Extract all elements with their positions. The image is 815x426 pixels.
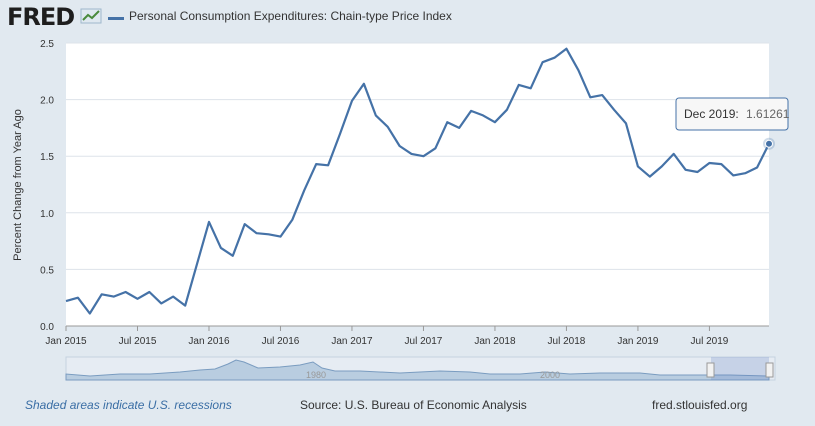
tooltip-value: 1.61261	[746, 107, 790, 121]
recession-note[interactable]: Shaded areas indicate U.S. recessions	[25, 398, 232, 412]
legend-series-label[interactable]: Personal Consumption Expenditures: Chain…	[129, 9, 452, 23]
y-tick-label: 2.0	[40, 96, 54, 107]
navigator-left-handle[interactable]	[706, 362, 715, 378]
gridlines	[66, 42, 769, 327]
y-tick-label: 1.0	[40, 209, 54, 220]
y-tick-label: 0.5	[40, 265, 54, 276]
navigator-label-1980: 1980	[306, 370, 326, 380]
y-tick-label: 1.5	[40, 152, 54, 163]
range-navigator[interactable]: 1980 2000	[65, 356, 776, 381]
plot-background	[66, 43, 769, 326]
svg-text:Dec 2019: 1.61261: Dec 2019: 1.61261	[684, 107, 790, 121]
x-tick-label: Jan 2016	[188, 336, 230, 347]
x-tick-label: Jul 2019	[691, 336, 729, 347]
navigator-selected-range[interactable]	[711, 357, 769, 380]
tooltip-box	[675, 97, 789, 131]
x-tick-label: Jan 2019	[617, 336, 659, 347]
x-tick-label: Jan 2015	[45, 336, 87, 347]
y-axis-ticks: 0.0 0.5 1.0 1.5 2.0 2.5	[40, 39, 54, 333]
x-axis-ticks: Jan 2015 Jul 2015 Jan 2016 Jul 2016 Jan 2017…	[45, 326, 729, 347]
chart-header: FRED Personal Consumption Expenditures: …	[0, 0, 815, 36]
x-tick-label: Jan 2018	[474, 336, 516, 347]
navigator-right-handle[interactable]	[765, 362, 774, 378]
series-layer	[65, 47, 775, 315]
data-tooltip: Dec 2019: 1.61261	[675, 97, 790, 131]
navigator-label-2000: 2000	[540, 370, 560, 380]
y-tick-label: 0.0	[40, 322, 54, 333]
fred-logo-graph-icon	[80, 8, 102, 24]
series-line	[65, 47, 770, 315]
x-tick-label: Jan 2017	[331, 336, 373, 347]
y-axis-label: Percent Change from Year Ago	[12, 109, 24, 261]
x-tick-label: Jul 2017	[405, 336, 443, 347]
x-tick-label: Jul 2015	[119, 336, 157, 347]
fred-logo[interactable]: FRED	[7, 3, 75, 31]
tooltip-date: Dec 2019:	[684, 107, 739, 121]
legend-line-swatch	[108, 17, 124, 20]
y-tick-label: 2.5	[40, 39, 54, 50]
x-tick-label: Jul 2016	[262, 336, 300, 347]
navigator-series-area	[65, 359, 770, 381]
source-note: Source: U.S. Bureau of Economic Analysis	[300, 398, 527, 412]
site-link[interactable]: fred.stlouisfed.org	[652, 398, 748, 412]
x-tick-label: Jul 2018	[548, 336, 586, 347]
highlight-point	[765, 139, 773, 148]
